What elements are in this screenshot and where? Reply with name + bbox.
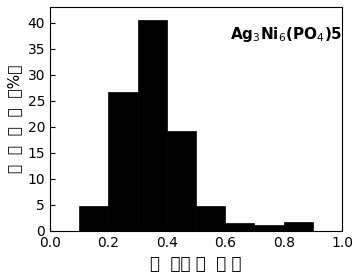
Bar (255, 225, 284, 231)
Bar (225, 223, 255, 231)
Bar (108, 92, 138, 231)
Text: Ag$_3$Ni$_6$(PO$_4$)5: Ag$_3$Ni$_6$(PO$_4$)5 (230, 25, 342, 44)
X-axis label: 直  径（ 微  米 ）: 直 径（ 微 米 ） (150, 255, 242, 273)
Bar (79, 206, 108, 231)
Bar (196, 206, 225, 231)
Bar (138, 20, 167, 231)
Bar (284, 222, 313, 231)
Bar (167, 131, 196, 231)
Y-axis label: 相  对  频  率  （%）: 相 对 频 率 （%） (7, 65, 22, 173)
